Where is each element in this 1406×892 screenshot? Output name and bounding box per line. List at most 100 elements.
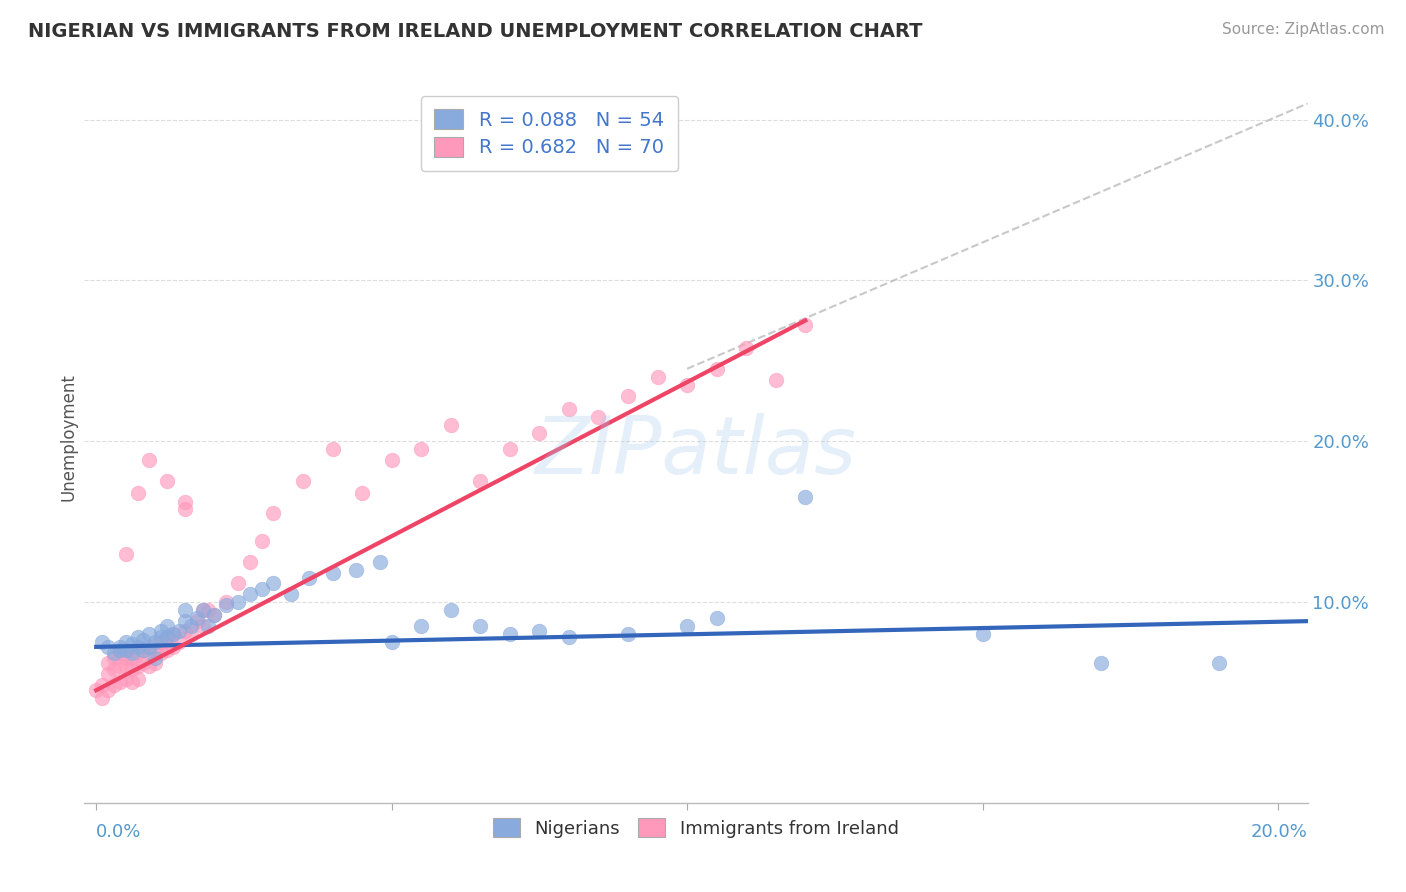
Point: [676, 619, 699, 633]
Point: [529, 624, 551, 638]
Point: [156, 475, 179, 489]
Point: [108, 675, 131, 690]
Point: [162, 627, 184, 641]
Point: [794, 318, 817, 333]
Point: [132, 643, 155, 657]
Point: [250, 533, 273, 548]
Point: [250, 582, 273, 596]
Point: [280, 587, 302, 601]
Point: [191, 603, 214, 617]
Point: [239, 555, 262, 569]
Point: [529, 425, 551, 440]
Point: [239, 587, 262, 601]
Point: [191, 603, 214, 617]
Point: [156, 630, 179, 644]
Point: [162, 640, 184, 654]
Point: [143, 651, 166, 665]
Point: [972, 627, 994, 641]
Point: [132, 643, 155, 657]
Point: [262, 575, 284, 590]
Point: [127, 672, 149, 686]
Point: [215, 595, 238, 609]
Point: [150, 624, 173, 638]
Point: [322, 566, 344, 580]
Point: [97, 656, 120, 670]
Point: [352, 485, 374, 500]
Point: [226, 595, 249, 609]
Point: [440, 603, 463, 617]
Text: 20.0%: 20.0%: [1251, 823, 1308, 841]
Point: [411, 442, 433, 457]
Point: [499, 627, 522, 641]
Point: [91, 635, 114, 649]
Point: [121, 675, 143, 690]
Point: [138, 627, 160, 641]
Point: [262, 507, 284, 521]
Text: NIGERIAN VS IMMIGRANTS FROM IRELAND UNEMPLOYMENT CORRELATION CHART: NIGERIAN VS IMMIGRANTS FROM IRELAND UNEM…: [28, 22, 922, 41]
Point: [127, 646, 149, 660]
Point: [617, 627, 640, 641]
Point: [676, 377, 699, 392]
Point: [292, 475, 315, 489]
Point: [143, 635, 166, 649]
Point: [558, 630, 581, 644]
Point: [647, 369, 669, 384]
Point: [411, 619, 433, 633]
Point: [103, 646, 125, 660]
Point: [127, 485, 149, 500]
Point: [121, 651, 143, 665]
Text: ZIPatlas: ZIPatlas: [534, 413, 858, 491]
Point: [180, 619, 202, 633]
Point: [173, 614, 195, 628]
Point: [108, 640, 131, 654]
Point: [84, 683, 107, 698]
Point: [588, 409, 610, 424]
Point: [150, 635, 173, 649]
Point: [215, 598, 238, 612]
Point: [138, 646, 160, 660]
Point: [121, 646, 143, 660]
Point: [127, 630, 149, 644]
Point: [368, 555, 391, 569]
Text: Source: ZipAtlas.com: Source: ZipAtlas.com: [1222, 22, 1385, 37]
Point: [108, 659, 131, 673]
Point: [114, 547, 136, 561]
Point: [162, 627, 184, 641]
Point: [114, 635, 136, 649]
Point: [114, 651, 136, 665]
Point: [114, 643, 136, 657]
Point: [156, 619, 179, 633]
Point: [143, 656, 166, 670]
Point: [298, 571, 321, 585]
Y-axis label: Unemployment: Unemployment: [59, 373, 77, 501]
Point: [121, 662, 143, 676]
Point: [186, 611, 208, 625]
Point: [765, 373, 787, 387]
Point: [138, 453, 160, 467]
Point: [440, 417, 463, 432]
Point: [226, 575, 249, 590]
Point: [138, 659, 160, 673]
Point: [173, 624, 195, 638]
Point: [103, 651, 125, 665]
Point: [197, 619, 219, 633]
Point: [173, 495, 195, 509]
Point: [499, 442, 522, 457]
Point: [121, 637, 143, 651]
Point: [202, 607, 225, 622]
Point: [1090, 656, 1112, 670]
Point: [156, 643, 179, 657]
Point: [127, 659, 149, 673]
Point: [191, 619, 214, 633]
Legend: Nigerians, Immigrants from Ireland: Nigerians, Immigrants from Ireland: [482, 807, 910, 848]
Point: [108, 646, 131, 660]
Point: [197, 603, 219, 617]
Point: [103, 678, 125, 692]
Point: [617, 389, 640, 403]
Point: [1208, 656, 1230, 670]
Point: [132, 656, 155, 670]
Point: [114, 659, 136, 673]
Point: [470, 619, 492, 633]
Point: [132, 633, 155, 648]
Point: [167, 635, 190, 649]
